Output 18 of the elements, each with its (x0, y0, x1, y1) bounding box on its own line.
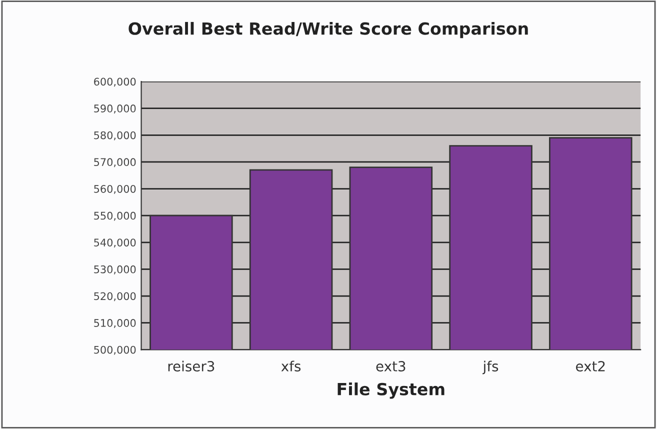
y-tick-label: 560,000 (94, 184, 136, 194)
x-tick-label: ext3 (376, 360, 406, 372)
x-tick-label: ext2 (576, 360, 605, 372)
y-tick-label: 540,000 (94, 238, 136, 248)
y-tick-label: 500,000 (94, 346, 136, 355)
y-tick-label: 590,000 (94, 104, 136, 114)
chart-title: Overall Best Read/Write Score Comparison (128, 22, 528, 38)
y-tick-label: 530,000 (94, 265, 136, 274)
x-tick-label: jfs (482, 360, 498, 374)
y-tick-label: 570,000 (94, 158, 136, 168)
y-tick-label: 600,000 (94, 78, 136, 87)
y-tick-label: 550,000 (94, 212, 136, 221)
x-tick-label: xfs (281, 360, 301, 372)
x-tick-label: reiser3 (168, 360, 214, 372)
x-axis-title: File System (338, 382, 444, 399)
y-tick-label: 520,000 (94, 292, 136, 302)
y-tick-label: 580,000 (94, 131, 136, 140)
y-tick-label: 510,000 (94, 319, 136, 328)
